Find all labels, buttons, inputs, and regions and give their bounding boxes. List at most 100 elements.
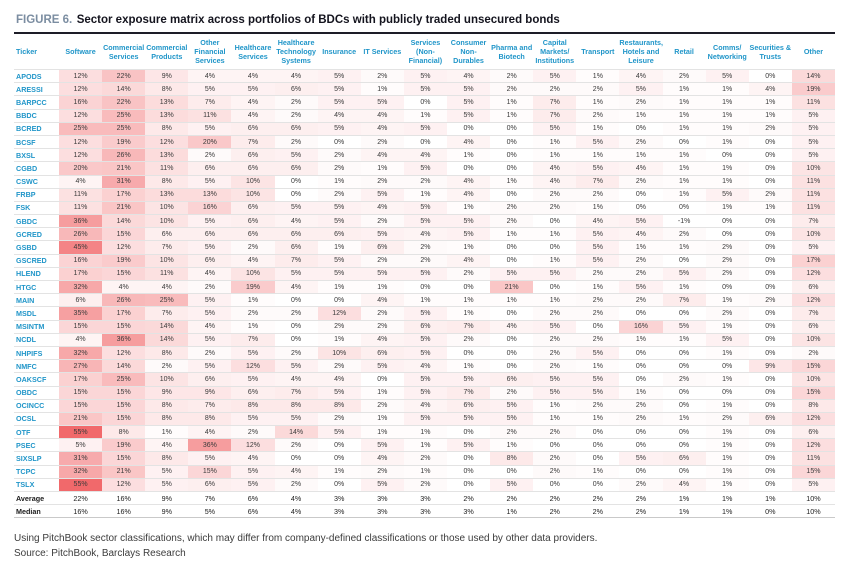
value-cell: 8% <box>145 121 189 136</box>
value-cell: 13% <box>145 187 189 202</box>
value-cell: 6% <box>59 293 103 307</box>
value-cell: 2% <box>360 398 404 413</box>
ticker-cell: MAIN <box>14 293 59 307</box>
value-cell: 4% <box>317 108 361 123</box>
value-cell: 14% <box>145 319 189 334</box>
value-cell: 2% <box>317 148 361 162</box>
value-cell: 1% <box>619 108 663 123</box>
ticker-cell: BARPCC <box>14 95 59 110</box>
value-cell: 2% <box>791 345 835 360</box>
value-cell: 2% <box>619 266 663 281</box>
value-cell: 1% <box>619 240 663 255</box>
value-cell: 5% <box>576 161 620 175</box>
value-cell: 0% <box>662 200 706 215</box>
value-cell: 9% <box>748 359 792 373</box>
value-cell: 1% <box>705 398 749 413</box>
value-cell: 5% <box>576 227 620 241</box>
value-cell: 2% <box>231 240 275 255</box>
value-cell: 6% <box>188 477 232 492</box>
value-cell: 5% <box>403 266 447 281</box>
value-cell: 4% <box>360 293 404 307</box>
value-cell: 5% <box>576 345 620 360</box>
value-cell: 1% <box>360 82 404 96</box>
value-cell: 5% <box>533 372 577 386</box>
value-cell: 4% <box>231 253 275 268</box>
value-cell: 1% <box>360 279 404 294</box>
value-cell: 6% <box>188 253 232 268</box>
value-cell: 4% <box>274 372 318 386</box>
value-cell: 1% <box>446 359 491 373</box>
value-cell: 5% <box>619 214 663 228</box>
value-cell: 5% <box>360 359 404 373</box>
value-cell: 2% <box>576 82 620 96</box>
table-row: PSEC 5% 19% 4% 36% 12% 2% 0% 5% 1% 5% 1% 0% 0% 0% 0% 1% 0… <box>14 438 835 452</box>
column-header: Pharma and Biotech <box>491 42 533 61</box>
value-cell: 5% <box>576 134 620 149</box>
ticker-cell: MSDL <box>14 306 59 321</box>
value-cell: 22% <box>59 490 103 505</box>
value-cell: 6% <box>403 319 447 334</box>
value-cell: 10% <box>791 332 835 347</box>
value-cell: 21% <box>102 200 146 215</box>
value-cell: 1% <box>403 438 447 452</box>
value-cell: 4% <box>446 187 491 202</box>
value-cell: 3% <box>317 490 361 505</box>
value-cell: 1% <box>705 161 749 175</box>
value-cell: 5% <box>662 266 706 281</box>
value-cell: 4% <box>231 108 275 123</box>
value-cell: 4% <box>360 121 404 136</box>
value-cell: 2% <box>533 187 577 202</box>
value-cell: 5% <box>705 68 749 83</box>
ticker-cell: HTGC <box>14 279 59 294</box>
value-cell: 4% <box>188 68 232 83</box>
value-cell: 1% <box>360 411 404 426</box>
value-cell: 4% <box>360 148 404 162</box>
value-cell: 10% <box>791 227 835 241</box>
value-cell: 12% <box>791 438 835 452</box>
value-cell: 5% <box>188 174 232 189</box>
value-cell: 3% <box>403 504 447 519</box>
value-cell: 4% <box>748 82 792 96</box>
value-cell: 1% <box>662 95 706 110</box>
value-cell: 0% <box>274 174 318 189</box>
value-cell: 5% <box>188 306 232 321</box>
value-cell: 4% <box>403 148 447 162</box>
value-cell: 4% <box>446 134 491 149</box>
value-cell: 2% <box>360 253 404 268</box>
value-cell: 5% <box>533 385 577 400</box>
value-cell: 5% <box>662 319 706 334</box>
value-cell: 6% <box>231 214 275 228</box>
value-cell: 12% <box>791 411 835 426</box>
value-cell: 2% <box>619 490 663 505</box>
value-cell: 2% <box>360 214 404 228</box>
ticker-cell: OBDC <box>14 385 59 400</box>
value-cell: 1% <box>231 293 275 307</box>
value-cell: 6% <box>231 161 275 175</box>
table-row: NMFC 27% 14% 2% 5% 12% 5% 2% 5% 4% 1% 0% 2% 1% 0% 0% 0% 9… <box>14 359 835 373</box>
value-cell: 4% <box>59 332 103 347</box>
value-cell: 7% <box>662 293 706 307</box>
table-row: GBDC 36% 14% 10% 5% 6% 4% 5% 2% 5% 5% 2% 0% 4% 5% -1% 0%… <box>14 214 835 228</box>
value-cell: 2% <box>317 319 361 334</box>
value-cell: 3% <box>360 490 404 505</box>
ticker-cell: TSLX <box>14 477 59 492</box>
value-cell: 17% <box>102 306 146 321</box>
value-cell: 0% <box>490 148 534 162</box>
value-cell: 5% <box>446 227 491 241</box>
value-cell: 4% <box>145 279 189 294</box>
value-cell: 2% <box>317 359 361 373</box>
value-cell: 2% <box>274 306 318 321</box>
value-cell: 15% <box>102 266 146 281</box>
value-cell: 2% <box>576 108 620 123</box>
value-cell: 26% <box>59 227 103 241</box>
table-row: APODS 12% 22% 9% 4% 4% 4% 5% 2% 5% 4% 2% 5% 1% 4% 2% 5% 0… <box>14 68 835 83</box>
title-divider <box>14 32 835 34</box>
value-cell: 0% <box>705 359 749 373</box>
value-cell: 5% <box>446 214 491 228</box>
value-cell: 0% <box>490 345 534 360</box>
value-cell: 1% <box>748 95 792 110</box>
value-cell: 0% <box>705 148 749 162</box>
value-cell: 5% <box>403 411 447 426</box>
value-cell: 6% <box>188 372 232 386</box>
